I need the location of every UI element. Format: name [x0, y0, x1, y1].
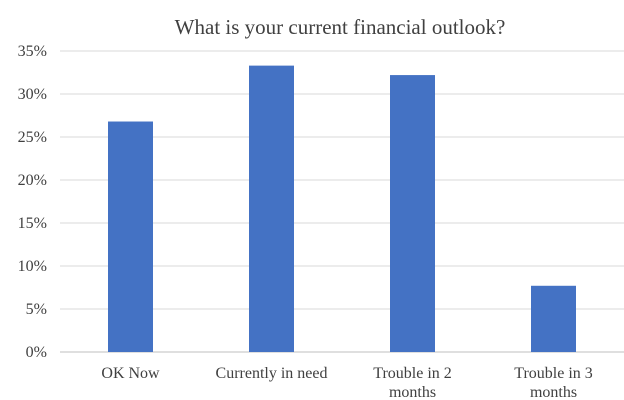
y-tick-label: 0%: [26, 344, 47, 361]
y-tick-label: 5%: [26, 301, 47, 318]
x-category-label: OK Now: [101, 365, 160, 382]
y-tick-label: 25%: [18, 129, 47, 146]
y-tick-label: 30%: [18, 86, 47, 103]
bars: [108, 65, 576, 353]
gridlines: [60, 50, 624, 353]
y-axis-ticks: 0% 5% 10% 15% 20% 25% 30% 35%: [18, 43, 47, 361]
bar: [531, 285, 576, 352]
x-category-label: Trouble in 3: [514, 365, 593, 382]
y-tick-label: 35%: [18, 43, 47, 60]
y-tick-label: 20%: [18, 172, 47, 189]
y-tick-label: 15%: [18, 215, 47, 232]
bar: [108, 121, 153, 353]
y-tick-label: 10%: [18, 258, 47, 275]
chart-title: What is your current financial outlook?: [175, 15, 506, 39]
x-category-label: months: [389, 384, 436, 400]
bar: [249, 65, 294, 353]
x-category-label: Trouble in 2: [373, 365, 452, 382]
bar: [390, 75, 435, 352]
x-axis-category-labels: OK Now Currently in need Trouble in 2 month…: [101, 365, 592, 400]
x-category-label: months: [530, 384, 577, 400]
x-category-label: Currently in need: [216, 365, 328, 382]
